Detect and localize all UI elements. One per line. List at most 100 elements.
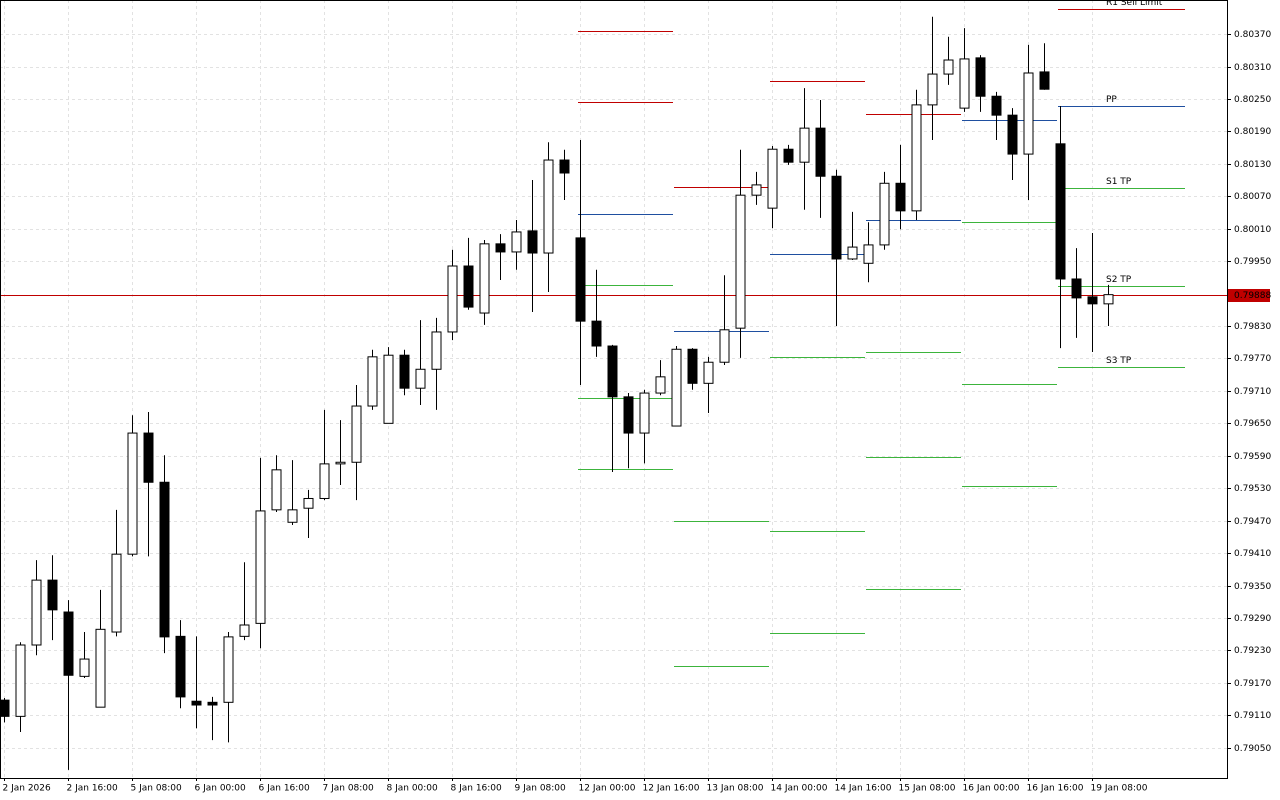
candle-body xyxy=(463,265,474,308)
candle-body xyxy=(655,376,666,394)
candle-body xyxy=(1007,114,1018,155)
x-tick-label: 13 Jan 08:00 xyxy=(707,784,764,794)
candle-body xyxy=(815,127,826,177)
y-tick-label: 0.79770 xyxy=(1234,354,1271,364)
candle-body xyxy=(767,148,778,209)
y-tick-label: 0.80370 xyxy=(1234,30,1271,40)
candle-body xyxy=(319,463,330,499)
x-tick-label: 14 Jan 16:00 xyxy=(835,784,892,794)
candle-body xyxy=(975,57,986,97)
candle-body xyxy=(303,497,314,509)
candle-body xyxy=(111,553,122,633)
x-tick-label: 6 Jan 00:00 xyxy=(195,784,247,794)
candle-body xyxy=(79,658,90,677)
x-tick-label: 8 Jan 16:00 xyxy=(451,784,503,794)
candle-body xyxy=(1103,294,1114,305)
candle-body xyxy=(863,244,874,264)
candle-body xyxy=(95,628,106,708)
pivot-label: PP xyxy=(1106,95,1117,105)
candle-body xyxy=(63,611,74,676)
candle-body xyxy=(495,243,506,253)
current-price-tag xyxy=(1228,289,1270,302)
candle-body xyxy=(799,127,810,163)
plot-frame xyxy=(0,0,1228,779)
pivot-label: S1 TP xyxy=(1106,177,1132,187)
candle-body xyxy=(639,392,650,434)
y-tick-label: 0.80070 xyxy=(1234,192,1271,202)
y-tick-label: 0.80310 xyxy=(1234,63,1271,73)
x-tick-label: 12 Jan 00:00 xyxy=(579,784,636,794)
x-tick-label: 6 Jan 16:00 xyxy=(259,784,311,794)
y-tick-label: 0.80010 xyxy=(1234,225,1271,235)
candle-body xyxy=(335,461,346,465)
candle-body xyxy=(943,59,954,75)
x-tick-label: 14 Jan 00:00 xyxy=(771,784,828,794)
candle-body xyxy=(239,624,250,637)
x-tick-label: 16 Jan 16:00 xyxy=(1027,784,1084,794)
candle-body xyxy=(735,194,746,329)
candle-body xyxy=(447,265,458,333)
y-tick-label: 0.79530 xyxy=(1234,484,1271,494)
candle-body xyxy=(271,469,282,511)
candle-body xyxy=(831,175,842,260)
candle-body xyxy=(607,345,618,398)
candle-body xyxy=(575,237,586,322)
candle-body xyxy=(223,636,234,703)
candle-body xyxy=(1023,72,1034,155)
y-tick-label: 0.79650 xyxy=(1234,419,1271,429)
x-tick-label: 16 Jan 00:00 xyxy=(963,784,1020,794)
pivot-label: S3 TP xyxy=(1106,356,1132,366)
x-tick-label: 2 Jan 2026 xyxy=(3,784,51,794)
candle-body xyxy=(47,579,58,611)
candle-body xyxy=(1087,296,1098,305)
candle-body xyxy=(127,432,138,555)
y-tick-label: 0.80130 xyxy=(1234,160,1271,170)
candle-body xyxy=(415,368,426,389)
candle-body xyxy=(1071,278,1082,299)
y-tick-label: 0.80250 xyxy=(1234,95,1271,105)
candle-body xyxy=(1055,143,1066,280)
candle-body xyxy=(1039,71,1050,90)
y-tick-label: 0.79410 xyxy=(1234,549,1271,559)
y-tick-label: 0.79050 xyxy=(1234,744,1271,754)
candle-body xyxy=(991,95,1002,116)
candle-body xyxy=(703,361,714,384)
pivot-label: R1 Sell Limit xyxy=(1106,0,1163,8)
candle-body xyxy=(159,481,170,638)
candle-body xyxy=(351,405,362,463)
candle-body xyxy=(15,644,26,717)
x-tick-label: 7 Jan 08:00 xyxy=(323,784,375,794)
y-tick-label: 0.79290 xyxy=(1234,614,1271,624)
candle-body xyxy=(559,159,570,174)
y-tick-label: 0.79110 xyxy=(1234,711,1271,721)
y-tick-label: 0.79350 xyxy=(1234,582,1271,592)
y-tick-label: 0.79170 xyxy=(1234,679,1271,689)
candle-body xyxy=(847,246,858,260)
candle-body xyxy=(383,354,394,424)
candle-body xyxy=(959,58,970,109)
candle-body xyxy=(399,354,410,389)
y-tick-label: 0.79710 xyxy=(1234,387,1271,397)
candle-body xyxy=(31,579,42,646)
candle-body xyxy=(479,243,490,314)
candle-body xyxy=(879,182,890,246)
candle-body xyxy=(591,320,602,347)
y-tick-label: 0.79950 xyxy=(1234,257,1271,267)
candle-body xyxy=(431,331,442,370)
y-tick-label: 0.79830 xyxy=(1234,322,1271,332)
y-tick-label: 0.79590 xyxy=(1234,452,1271,462)
candle-body xyxy=(783,148,794,163)
x-tick-label: 5 Jan 08:00 xyxy=(131,784,183,794)
x-tick-label: 19 Jan 08:00 xyxy=(1091,784,1148,794)
x-tick-label: 15 Jan 08:00 xyxy=(899,784,956,794)
candle-body xyxy=(143,432,154,483)
x-tick-label: 9 Jan 08:00 xyxy=(515,784,567,794)
candle-body xyxy=(511,231,522,253)
candle-body xyxy=(255,510,266,624)
candle-body xyxy=(543,159,554,254)
current-price-label: 0.79888 xyxy=(1234,291,1271,301)
candle-body xyxy=(671,348,682,427)
candle-body xyxy=(623,396,634,434)
